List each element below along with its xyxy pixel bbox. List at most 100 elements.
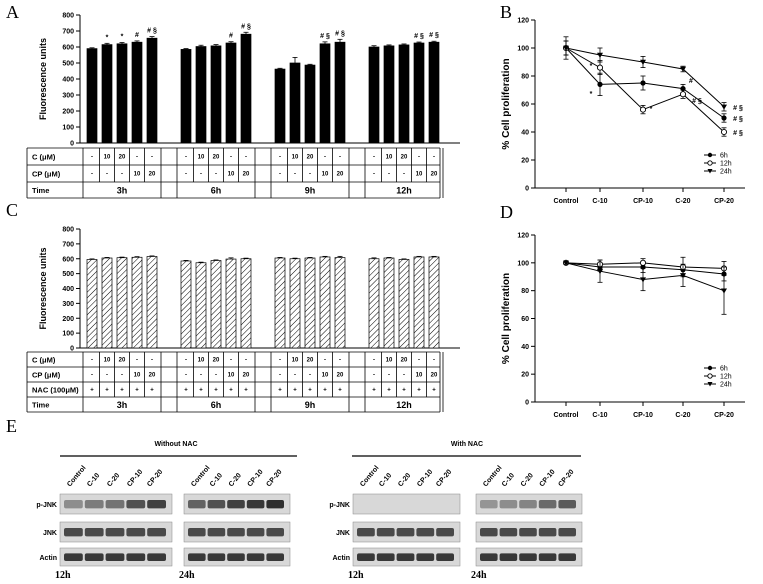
- legend-marker: [707, 152, 713, 158]
- y-tick-label: 80: [521, 288, 529, 295]
- chart-a: 0 100 200 300 400 500 600 700 800 Fluorescence un…: [26, 13, 460, 199]
- bar: [413, 256, 425, 349]
- table-row-label: NAC (100μM): [32, 386, 79, 395]
- blot-row-label: Actin: [40, 555, 58, 562]
- table-row-label: Time: [32, 186, 49, 195]
- table-cell: -: [91, 373, 93, 379]
- time-label: 9h: [305, 186, 316, 196]
- table-cell: 10: [386, 358, 393, 364]
- table-cell: -: [91, 155, 93, 161]
- lane-label: C-20: [397, 472, 412, 488]
- bar: [428, 41, 440, 144]
- y-tick-label: 600: [62, 45, 74, 52]
- table-cell: +: [402, 388, 406, 394]
- blot-band: [207, 500, 226, 509]
- blot-band: [499, 528, 518, 537]
- y-tick-label: 400: [62, 77, 74, 84]
- table-cell: 10: [228, 172, 235, 178]
- blot-band: [188, 528, 206, 537]
- significance-mark: *: [590, 63, 593, 70]
- blot-membrane: [352, 493, 461, 515]
- blot-band: [499, 553, 518, 561]
- blot-band: [207, 528, 226, 537]
- legend-label: 24h: [720, 382, 732, 389]
- lane-label: Control: [190, 465, 211, 489]
- table-cell: 20: [119, 358, 126, 364]
- blot-band: [188, 553, 206, 561]
- table-row-label: CP (μM): [32, 170, 61, 179]
- table-cell: -: [279, 172, 281, 178]
- table-row-label: CP (μM): [32, 371, 61, 380]
- table-cell: 20: [213, 155, 220, 161]
- table-cell: -: [373, 358, 375, 364]
- y-tick-label: 200: [62, 316, 74, 323]
- time-label: 9h: [305, 400, 316, 410]
- y-tick-label: 20: [521, 372, 529, 379]
- table-cell: -: [185, 172, 187, 178]
- table-cell: +: [120, 388, 124, 394]
- table-cell: -: [136, 358, 138, 364]
- lane-label: Control: [359, 465, 380, 489]
- significance-mark: # §: [241, 23, 251, 30]
- table-cell: +: [417, 388, 421, 394]
- table-cell: -: [294, 172, 296, 178]
- table-cell: -: [136, 155, 138, 161]
- table-cell: 20: [431, 172, 438, 178]
- blot-time-label: 24h: [179, 570, 195, 581]
- bar: [86, 48, 98, 144]
- table-cell: +: [432, 388, 436, 394]
- y-tick-label: 20: [521, 158, 529, 165]
- table-cell: +: [90, 388, 94, 394]
- legend-label: 6h: [720, 153, 728, 160]
- chart-b: 0 20 40 60 80 100 120 Control C-10 CP-10 C-20 CP-20…: [501, 18, 745, 205]
- lane-label: CP-20: [146, 469, 164, 489]
- bar: [274, 257, 286, 349]
- table-cell: -: [324, 358, 326, 364]
- blot-band: [357, 553, 375, 561]
- data-point: [680, 66, 686, 72]
- time-label: 3h: [117, 186, 128, 196]
- table-row-label: C (μM): [32, 356, 56, 365]
- bar: [368, 258, 380, 349]
- table-cell: 10: [322, 172, 329, 178]
- table-cell: -: [185, 155, 187, 161]
- table-cell: +: [214, 388, 218, 394]
- time-label: 6h: [211, 186, 222, 196]
- lane-label: CP-20: [265, 469, 283, 489]
- lane-label: C-10: [378, 472, 393, 488]
- significance-mark: # §: [692, 98, 702, 105]
- table-cell: -: [324, 155, 326, 161]
- table-cell: +: [105, 388, 109, 394]
- blot-band: [519, 500, 537, 509]
- y-tick-label: 300: [62, 301, 74, 308]
- data-point: [563, 45, 569, 51]
- lane-label: CP-10: [126, 469, 144, 489]
- lane-label: C-10: [86, 472, 101, 488]
- blot-band: [396, 553, 415, 561]
- significance-mark: *: [121, 34, 124, 41]
- lane-label: C-10: [501, 472, 516, 488]
- bar: [146, 256, 158, 349]
- blot-band: [188, 500, 206, 509]
- blot-band: [416, 553, 435, 561]
- y-tick-label: 40: [521, 344, 529, 351]
- table-cell: +: [278, 388, 282, 394]
- table-cell: -: [433, 155, 435, 161]
- legend-marker: [707, 169, 713, 174]
- significance-mark: # §: [429, 32, 439, 39]
- data-point: [563, 260, 569, 266]
- y-tick-label: 60: [521, 316, 529, 323]
- bar: [289, 258, 301, 349]
- blot-band: [246, 553, 265, 561]
- y-tick-label: 80: [521, 74, 529, 81]
- blot-row-label: Actin: [333, 555, 351, 562]
- y-tick-label: 100: [62, 125, 74, 132]
- blot-row-label: p-JNK: [329, 502, 350, 509]
- data-point: [721, 288, 727, 294]
- y-tick-label: 800: [62, 227, 74, 234]
- time-label: 3h: [117, 400, 128, 410]
- table-cell: -: [403, 373, 405, 379]
- table-cell: -: [200, 373, 202, 379]
- significance-mark: # §: [147, 28, 157, 35]
- significance-mark: # §: [733, 105, 743, 112]
